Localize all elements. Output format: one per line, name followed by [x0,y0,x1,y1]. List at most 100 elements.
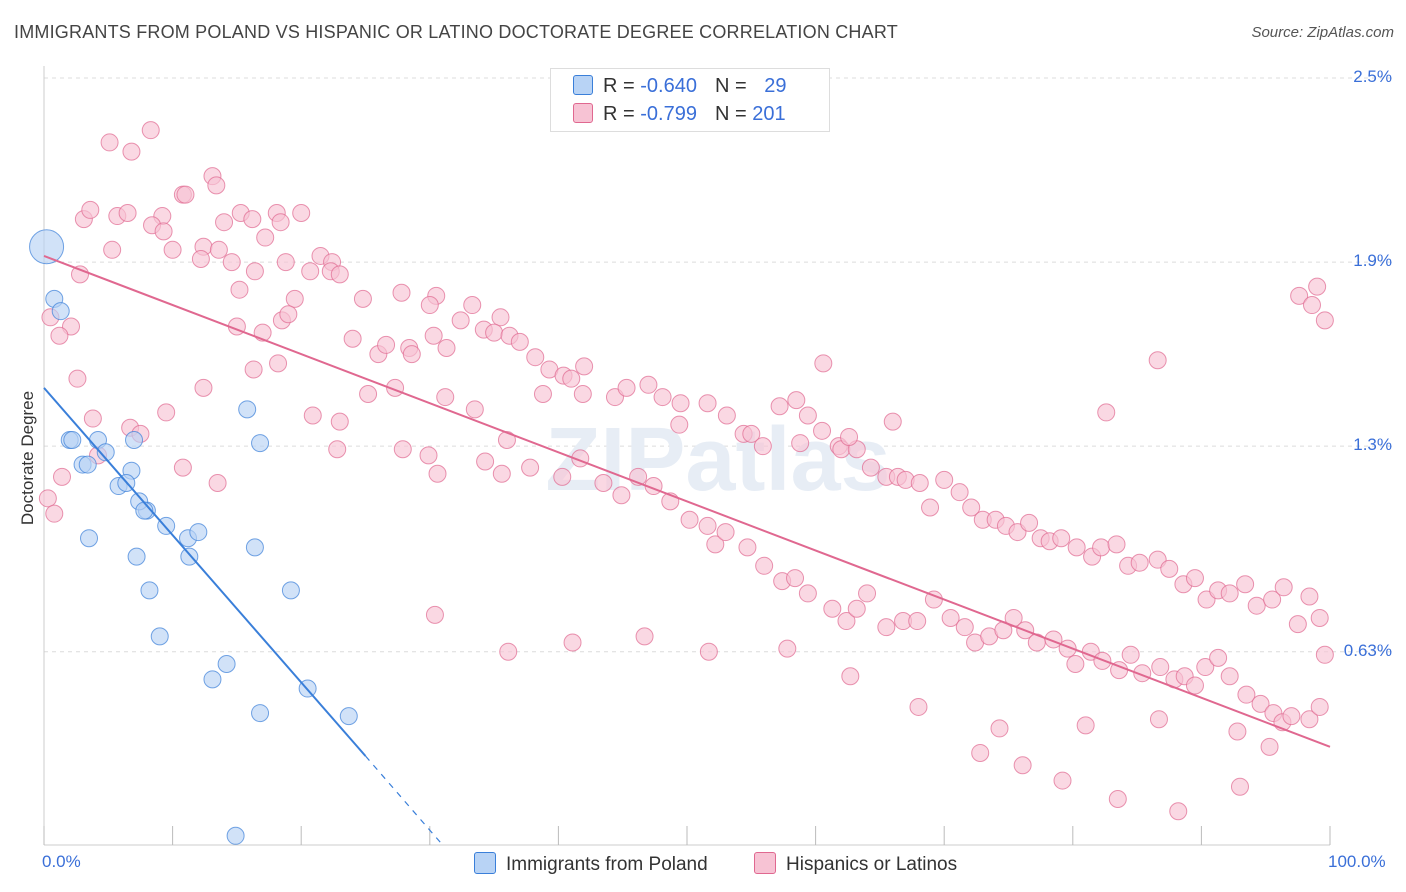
poland-trend-line [43,387,367,757]
hispanic-point [786,569,805,588]
hispanic-point [635,627,654,646]
poland-point [203,670,222,689]
hispanic-point [428,464,447,483]
hispanic-point [465,400,484,419]
hispanic-point [330,265,349,284]
hispanic-point [81,200,100,219]
hispanic-point [141,121,160,140]
hispanic-point [353,289,372,308]
poland-point [63,431,82,450]
y-tick-label: 0.63% [1343,640,1392,660]
hispanic-point [1160,559,1179,578]
hispanic-point [485,323,504,342]
hispanic-point [419,446,438,465]
y-tick-label: 1.9% [1353,251,1392,271]
hispanic-point [194,378,213,397]
y-tick-label: 2.5% [1353,67,1392,86]
hispanic-point [463,296,482,315]
hispanic-point [1310,608,1329,627]
poland-point [251,704,270,723]
hispanic-point [814,354,833,373]
hispanic-point [1066,654,1085,673]
hispanic-point [1209,648,1228,667]
hispanic-point [1052,529,1071,548]
hispanic-point [573,385,592,404]
hispanic-point [563,633,582,652]
hispanic-point [1067,538,1086,557]
hispanic-point [553,467,572,486]
hispanic-point [122,142,141,161]
hispanic-point [207,176,226,195]
hispanic-point [841,667,860,686]
poland-point [281,581,300,600]
hispanic-point [497,431,516,450]
hispanic-point [50,326,69,345]
hispanic-point [680,510,699,529]
hispanic-point [813,421,832,440]
hispanic-trend-line [43,255,1331,748]
hispanic-point [1121,645,1140,664]
hispanic-point [955,618,974,637]
hispanic-point [491,308,510,327]
poland-trend-extension [365,755,444,846]
hispanic-point [100,133,119,152]
hispanic-point [791,434,810,453]
poland-point [127,547,146,566]
hispanic-point [699,642,718,661]
x-tick-label-min: 0.0% [42,852,81,871]
hispanic-point [575,357,594,376]
chart-title: IMMIGRANTS FROM POLAND VS HISPANIC OR LA… [14,22,898,42]
hispanic-point [639,375,658,394]
hispanic-point [533,385,552,404]
hispanic-point [1260,737,1279,756]
poland-point [140,581,159,600]
hispanic-point [1020,513,1039,532]
watermark-text: ZIPatlas [545,410,890,510]
hispanic-point [243,210,262,229]
legend-row-poland: R = -0.640 N = 29 [573,75,786,101]
hispanic-point [1230,777,1249,796]
hispanic-point [83,409,102,428]
hispanic-point [499,642,518,661]
hispanic-point [1237,685,1256,704]
trend-layer [43,255,1331,846]
hispanic-point [971,743,990,762]
hispanic-point [510,332,529,351]
hispanic-point [276,253,295,272]
hispanic-point [269,354,288,373]
hispanic-point [837,612,856,631]
poland-point [51,302,70,321]
hispanic-point [770,397,789,416]
hispanic-point [910,473,929,492]
hispanic-point [1228,722,1247,741]
hispanic-point [909,697,928,716]
hispanic-point [617,378,636,397]
hispanic-point [424,326,443,345]
hispanic-point [861,458,880,477]
hispanic-point [738,538,757,557]
hispanic-point [191,250,210,269]
hispanic-point [118,203,137,222]
hispanic-points-layer [38,121,1334,821]
hispanic-point [612,486,631,505]
hispanic-point [1290,286,1309,305]
hispanic-point [103,240,122,259]
hispanic-point [215,213,234,232]
hispanic-point [256,228,275,247]
legend-r-label: R = [603,103,641,125]
hispanic-point [698,394,717,413]
hispanic-point [1151,658,1170,677]
hispanic-point [303,406,322,425]
hispanic-point [359,385,378,404]
hispanic-point [521,458,540,477]
poland-point [78,455,97,474]
hispanic-point [962,498,981,517]
hispanic-point [245,262,264,281]
hispanic-point [1274,578,1293,597]
hispanic-point [1263,590,1282,609]
hispanic-point [271,213,290,232]
poland-point [217,654,236,673]
hispanic-point [393,440,412,459]
hispanic-point [1097,403,1116,422]
hispanic-point [1149,710,1168,729]
